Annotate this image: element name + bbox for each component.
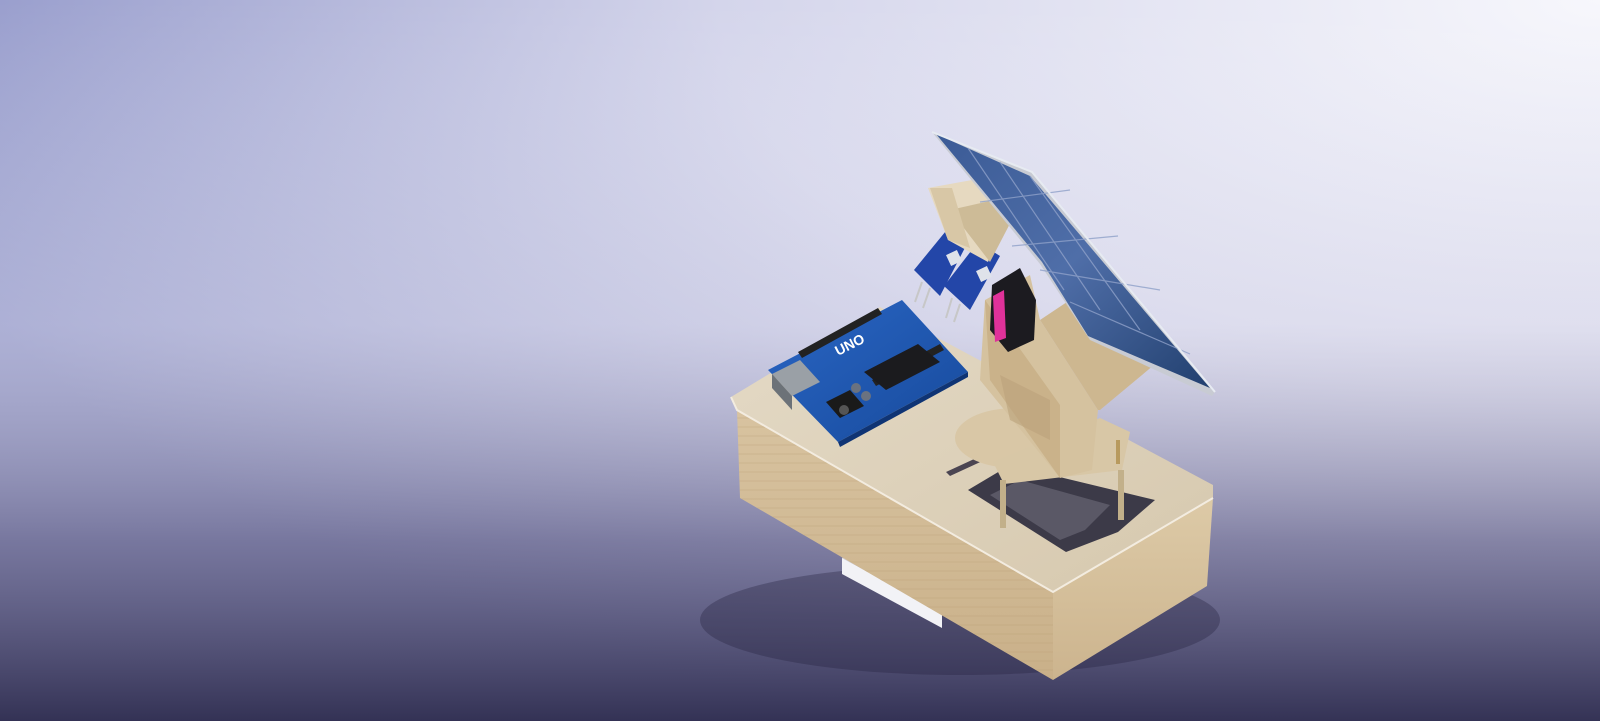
servo-motor	[990, 268, 1036, 352]
arduino-uno-board: UNO	[768, 300, 968, 447]
solar-panel	[931, 131, 1216, 396]
